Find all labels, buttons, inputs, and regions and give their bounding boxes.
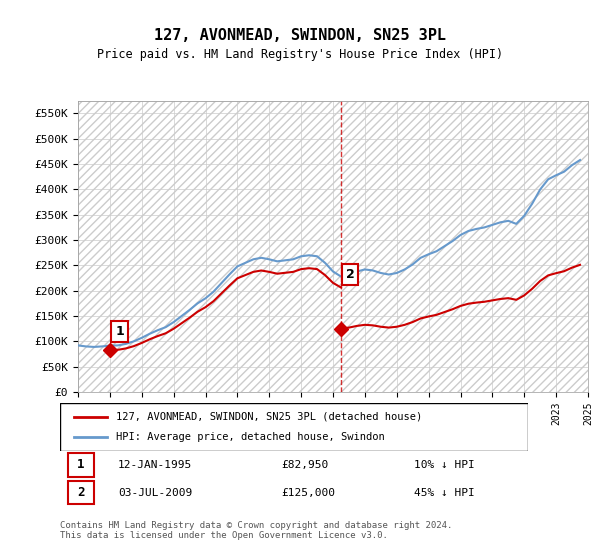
Text: 45% ↓ HPI: 45% ↓ HPI xyxy=(414,488,475,498)
Text: 127, AVONMEAD, SWINDON, SN25 3PL: 127, AVONMEAD, SWINDON, SN25 3PL xyxy=(154,28,446,43)
Text: 127, AVONMEAD, SWINDON, SN25 3PL (detached house): 127, AVONMEAD, SWINDON, SN25 3PL (detach… xyxy=(116,412,422,422)
Text: 2: 2 xyxy=(77,486,85,499)
Text: Price paid vs. HM Land Registry's House Price Index (HPI): Price paid vs. HM Land Registry's House … xyxy=(97,48,503,60)
Text: 12-JAN-1995: 12-JAN-1995 xyxy=(118,460,193,470)
Text: 1: 1 xyxy=(77,459,85,472)
Text: £82,950: £82,950 xyxy=(282,460,329,470)
Text: Contains HM Land Registry data © Crown copyright and database right 2024.
This d: Contains HM Land Registry data © Crown c… xyxy=(60,521,452,540)
Text: 03-JUL-2009: 03-JUL-2009 xyxy=(118,488,193,498)
Text: HPI: Average price, detached house, Swindon: HPI: Average price, detached house, Swin… xyxy=(116,432,385,442)
Text: 2: 2 xyxy=(346,268,355,281)
FancyBboxPatch shape xyxy=(68,454,94,477)
FancyBboxPatch shape xyxy=(68,481,94,504)
Text: 10% ↓ HPI: 10% ↓ HPI xyxy=(414,460,475,470)
Text: 1: 1 xyxy=(115,325,124,338)
FancyBboxPatch shape xyxy=(60,403,528,451)
Text: £125,000: £125,000 xyxy=(282,488,336,498)
